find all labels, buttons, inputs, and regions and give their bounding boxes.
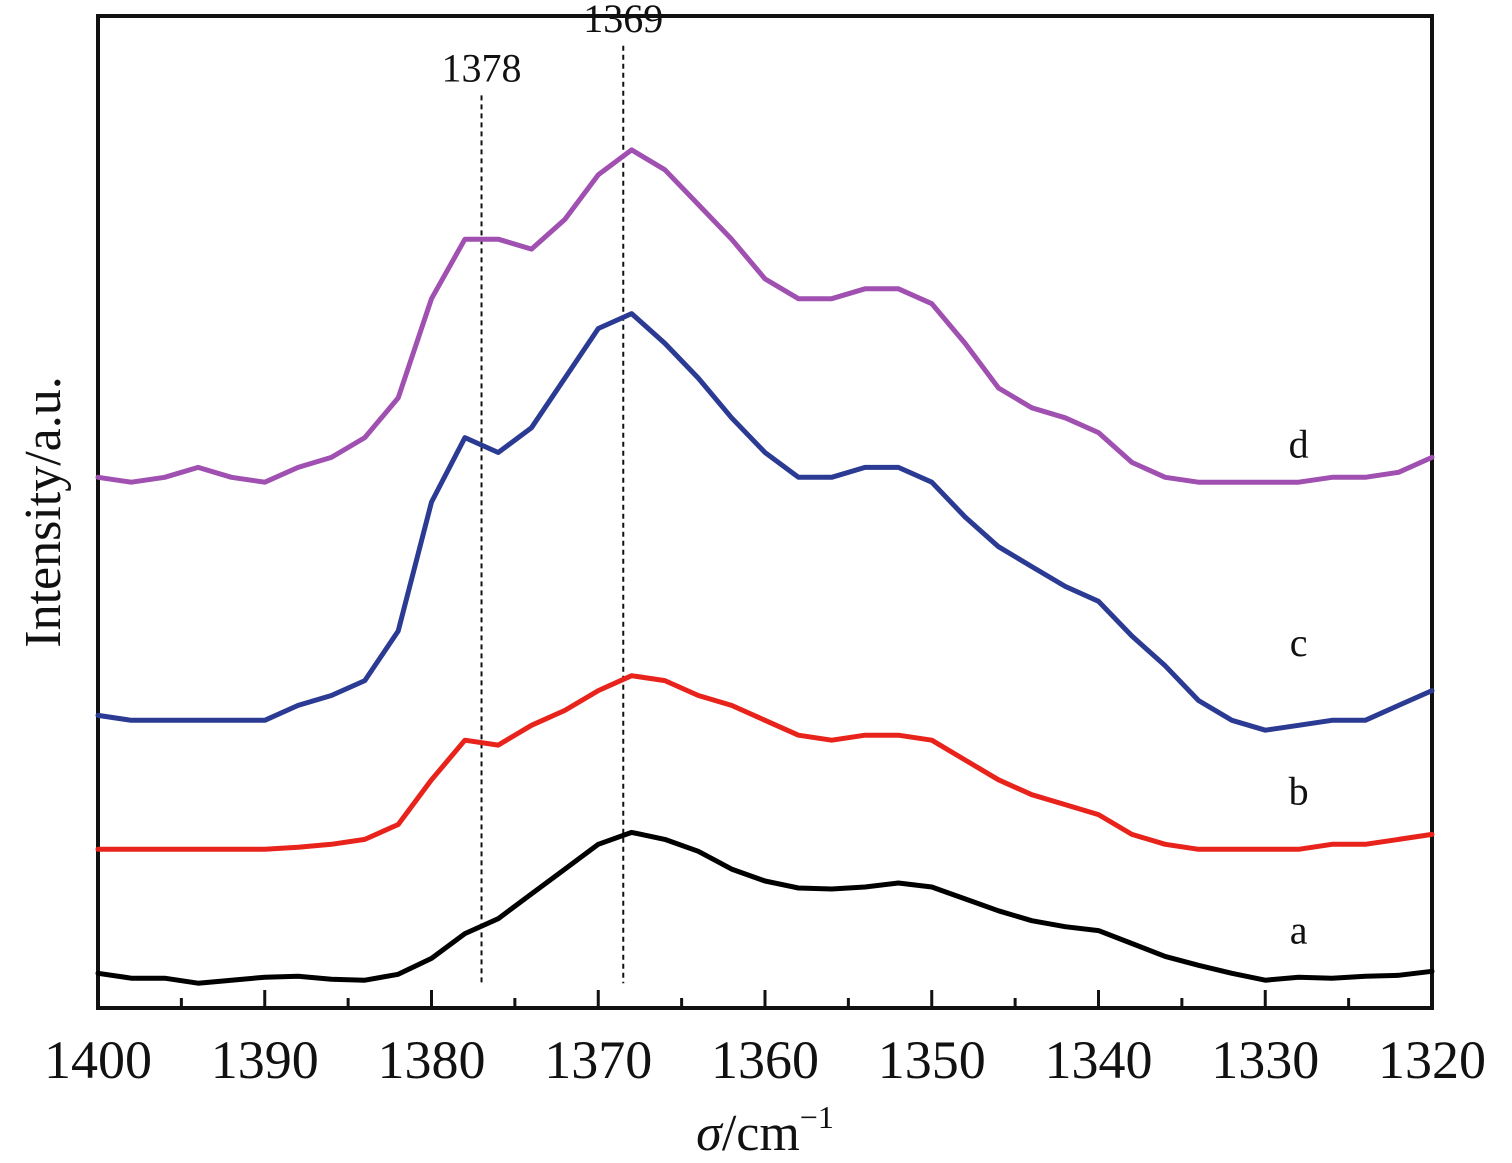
x-tick-label: 1320 (1378, 1030, 1486, 1090)
series-label-d: d (1289, 421, 1309, 466)
y-axis-title: Intensity/a.u. (15, 376, 72, 648)
x-tick-label: 1340 (1045, 1030, 1153, 1090)
annotation-label-1378: 1378 (442, 45, 522, 90)
x-axis-title: σ/cm−1 (696, 1099, 834, 1162)
x-axis-unit: /cm (722, 1105, 800, 1162)
series-label-b: b (1289, 769, 1309, 814)
tick-labels: 1400 1390 1380 1370 1360 1350 1340 1330 1320 (44, 1030, 1486, 1090)
minor-ticks (179, 998, 1351, 1008)
series-line-d (95, 147, 1435, 485)
x-axis-unit-exponent: −1 (800, 1099, 834, 1135)
series-line-a (95, 829, 1435, 986)
series-lines (95, 147, 1435, 986)
annotation-label-1369: 1369 (583, 0, 663, 41)
series-labels: a b c d (1289, 421, 1309, 952)
x-tick-label: 1360 (711, 1030, 819, 1090)
plot-frame (96, 14, 1434, 1010)
x-tick-label: 1350 (878, 1030, 986, 1090)
x-tick-label: 1390 (211, 1030, 319, 1090)
x-tick-label: 1400 (44, 1030, 152, 1090)
series-line-c (95, 311, 1435, 733)
x-axis-symbol: σ (696, 1105, 724, 1162)
x-tick-label: 1370 (544, 1030, 652, 1090)
major-ticks (96, 990, 1434, 1008)
x-tick-label: 1380 (378, 1030, 486, 1090)
x-tick-label: 1330 (1211, 1030, 1319, 1090)
series-line-b (95, 673, 1435, 852)
annotations: 1378 1369 (442, 0, 663, 984)
series-label-a: a (1290, 908, 1308, 953)
series-label-c: c (1290, 620, 1308, 665)
